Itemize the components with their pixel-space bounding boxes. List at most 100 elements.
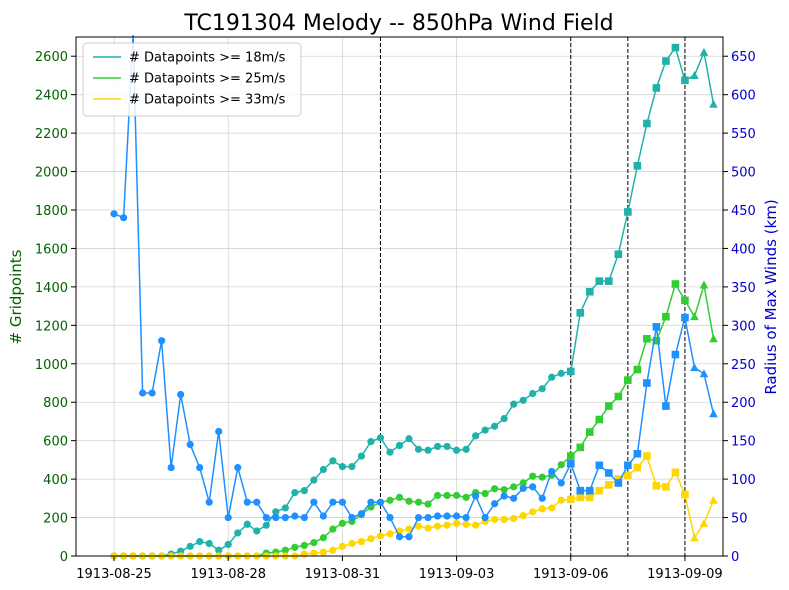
data-point — [633, 365, 642, 374]
data-point — [595, 486, 604, 495]
data-point — [329, 525, 337, 533]
data-point — [338, 498, 347, 506]
data-point — [690, 363, 699, 372]
data-point — [538, 473, 546, 481]
data-point — [338, 519, 347, 527]
y2-tick-label: 500 — [731, 166, 756, 181]
data-point — [367, 535, 375, 543]
legend-entry: # Datapoints >= 33m/s — [129, 93, 286, 108]
y-tick-label: 400 — [43, 473, 68, 488]
data-point — [557, 369, 565, 377]
data-point — [624, 208, 632, 216]
data-point — [310, 538, 318, 547]
x-tick-label: 1913-09-09 — [647, 567, 723, 582]
x-tick-label: 1913-08-25 — [76, 567, 152, 582]
y-tick-label: 2200 — [35, 127, 68, 142]
data-point — [709, 409, 718, 418]
data-point — [472, 521, 480, 529]
data-point — [338, 542, 347, 550]
data-point — [548, 467, 556, 476]
x-tick-label: 1913-08-28 — [190, 567, 266, 582]
data-point — [424, 500, 432, 508]
data-point — [481, 489, 489, 498]
data-point — [291, 512, 299, 520]
data-point — [319, 465, 327, 474]
data-point — [405, 435, 413, 443]
data-point — [443, 442, 451, 451]
data-point — [652, 84, 661, 92]
data-point — [662, 483, 670, 491]
data-point — [652, 336, 661, 345]
data-point — [643, 119, 651, 128]
data-point — [234, 529, 242, 537]
data-point — [119, 214, 128, 222]
data-point — [376, 498, 385, 506]
data-point — [300, 541, 308, 550]
data-point — [709, 99, 718, 108]
data-point — [557, 496, 565, 504]
data-point — [319, 548, 327, 556]
data-point — [633, 449, 642, 458]
y2-tick-label: 600 — [731, 89, 756, 104]
y-tick-label: 800 — [43, 396, 68, 411]
data-point — [624, 471, 632, 480]
data-point — [281, 513, 289, 522]
data-point — [424, 524, 432, 532]
data-point — [376, 434, 385, 442]
data-point — [529, 472, 537, 480]
data-point — [215, 427, 223, 436]
data-point — [605, 277, 613, 285]
data-point — [595, 461, 604, 470]
data-point — [110, 210, 118, 218]
data-point — [205, 539, 213, 548]
data-point — [433, 442, 442, 451]
data-point — [357, 510, 366, 518]
data-point — [500, 486, 508, 494]
y2-tick-label: 550 — [731, 127, 756, 142]
legend: # Datapoints >= 18m/s # Datapoints >= 25m… — [82, 42, 302, 117]
data-point — [186, 440, 194, 449]
data-point — [576, 309, 585, 317]
data-point — [452, 446, 461, 454]
data-point — [376, 532, 385, 540]
y2-tick-label: 350 — [731, 281, 756, 296]
y2-tick-label: 50 — [731, 512, 748, 527]
data-point — [681, 76, 689, 85]
x-tick-label: 1913-09-03 — [419, 567, 495, 582]
series-3 — [110, 452, 718, 560]
data-point — [462, 520, 470, 528]
x-axis: 1913-08-25 1913-08-28 1913-08-31 1913-09-03… — [76, 556, 723, 582]
data-point — [643, 452, 651, 460]
y-tick-label: 1600 — [35, 242, 68, 257]
data-point — [662, 312, 670, 321]
data-point — [386, 496, 394, 504]
data-point — [348, 463, 356, 471]
y-tick-label: 1800 — [35, 204, 68, 219]
data-point — [491, 485, 499, 493]
data-point — [614, 392, 623, 401]
data-point — [452, 519, 461, 527]
data-point — [224, 513, 232, 522]
data-point — [262, 521, 270, 529]
series-layer — [110, 34, 718, 560]
data-point — [414, 513, 423, 522]
data-point — [633, 161, 642, 170]
data-point — [662, 402, 670, 410]
data-point — [699, 47, 709, 56]
series-4 — [110, 34, 718, 541]
data-point — [452, 491, 461, 500]
data-point — [585, 486, 594, 495]
y2-tick-label: 100 — [731, 473, 756, 488]
data-point — [319, 512, 327, 520]
data-point — [481, 513, 489, 522]
data-point — [443, 512, 451, 520]
data-point — [405, 497, 413, 505]
data-point — [510, 400, 518, 408]
data-point — [585, 493, 594, 502]
data-point — [491, 500, 499, 508]
data-point — [462, 493, 470, 501]
data-point — [529, 508, 537, 516]
data-point — [329, 457, 337, 465]
data-point — [538, 505, 546, 513]
data-point — [186, 542, 194, 550]
